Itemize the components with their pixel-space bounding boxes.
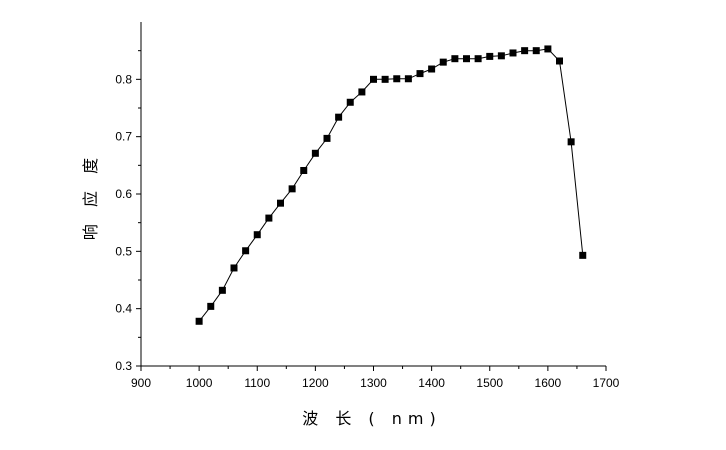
x-tick-label: 1600 — [535, 376, 562, 390]
data-point — [335, 113, 343, 121]
x-tick-label: 1700 — [593, 376, 620, 390]
x-tick-label: 1300 — [360, 376, 387, 390]
x-tick-label: 1000 — [186, 376, 213, 390]
y-axis-label: 响 应 度 — [81, 152, 100, 240]
data-point — [451, 55, 459, 63]
data-point — [311, 149, 319, 157]
data-point — [195, 317, 203, 325]
data-point — [393, 75, 401, 83]
data-point — [428, 65, 436, 73]
data-point — [463, 55, 470, 63]
data-point — [416, 70, 424, 78]
data-point — [218, 286, 226, 294]
data-point — [358, 88, 366, 96]
data-point — [544, 45, 552, 53]
data-point — [521, 47, 529, 55]
data-point — [474, 55, 482, 63]
data-point — [253, 231, 261, 239]
data-point — [288, 185, 296, 193]
data-point — [579, 251, 587, 259]
data-point — [497, 52, 505, 60]
data-point — [207, 302, 215, 310]
data-point — [381, 75, 389, 83]
x-tick-label: 900 — [131, 376, 151, 390]
data-point — [370, 75, 377, 83]
data-point — [509, 49, 517, 57]
series-line — [198, 48, 584, 322]
data-point — [404, 75, 412, 83]
x-axis-label: 波 长 ( nm) — [302, 409, 441, 428]
x-tick-label: 1500 — [476, 376, 503, 390]
data-point — [439, 58, 447, 66]
data-point — [486, 52, 494, 60]
data-point — [277, 199, 284, 207]
y-tick-label: 0.8 — [115, 72, 132, 86]
data-point — [346, 98, 354, 106]
y-tick-label: 0.5 — [115, 244, 132, 258]
y-tick-label: 0.3 — [115, 359, 132, 373]
data-point — [556, 57, 563, 65]
y-tick-label: 0.7 — [115, 130, 132, 144]
data-point — [242, 247, 250, 255]
series-layer — [195, 45, 587, 325]
x-tick-label: 1400 — [418, 376, 445, 390]
x-tick-label: 1200 — [302, 376, 329, 390]
data-point — [323, 134, 331, 142]
data-point — [265, 214, 273, 222]
data-point — [532, 47, 540, 55]
data-point — [567, 138, 575, 146]
data-point — [230, 264, 238, 272]
x-tick-label: 1100 — [244, 376, 270, 390]
data-point — [300, 166, 308, 174]
y-tick-label: 0.4 — [115, 302, 132, 316]
axes: 900 1000 1100 1200 1300 1400 1500 1600 1700 0.3 0.… — [115, 22, 620, 390]
y-tick-label: 0.6 — [115, 187, 132, 201]
